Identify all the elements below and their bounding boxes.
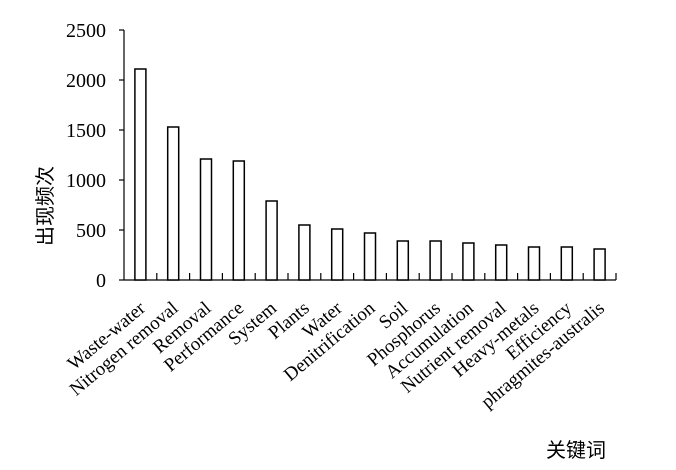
bar [134,68,147,281]
bar [462,242,475,281]
y-tick-label: 1000 [66,170,106,192]
bars [134,68,606,281]
bar [232,160,246,281]
y-tick-label: 2500 [66,20,106,42]
bar [199,158,213,281]
y-tick-label: 2000 [66,70,106,92]
bar [265,200,278,281]
bar [396,240,410,281]
x-axis-title: 关键词 [546,439,606,462]
bar [494,244,508,281]
bar [166,126,180,281]
bar [298,224,311,281]
y-tick-label: 500 [76,220,106,242]
bar [363,232,377,281]
bar [560,246,574,281]
bar [330,228,344,281]
y-axis-title: 出现频次 [34,166,57,246]
y-tick-label: 1500 [66,120,106,142]
bar [593,248,606,281]
bar [527,246,541,281]
y-tick-label: 0 [96,270,106,292]
bar [429,240,442,281]
